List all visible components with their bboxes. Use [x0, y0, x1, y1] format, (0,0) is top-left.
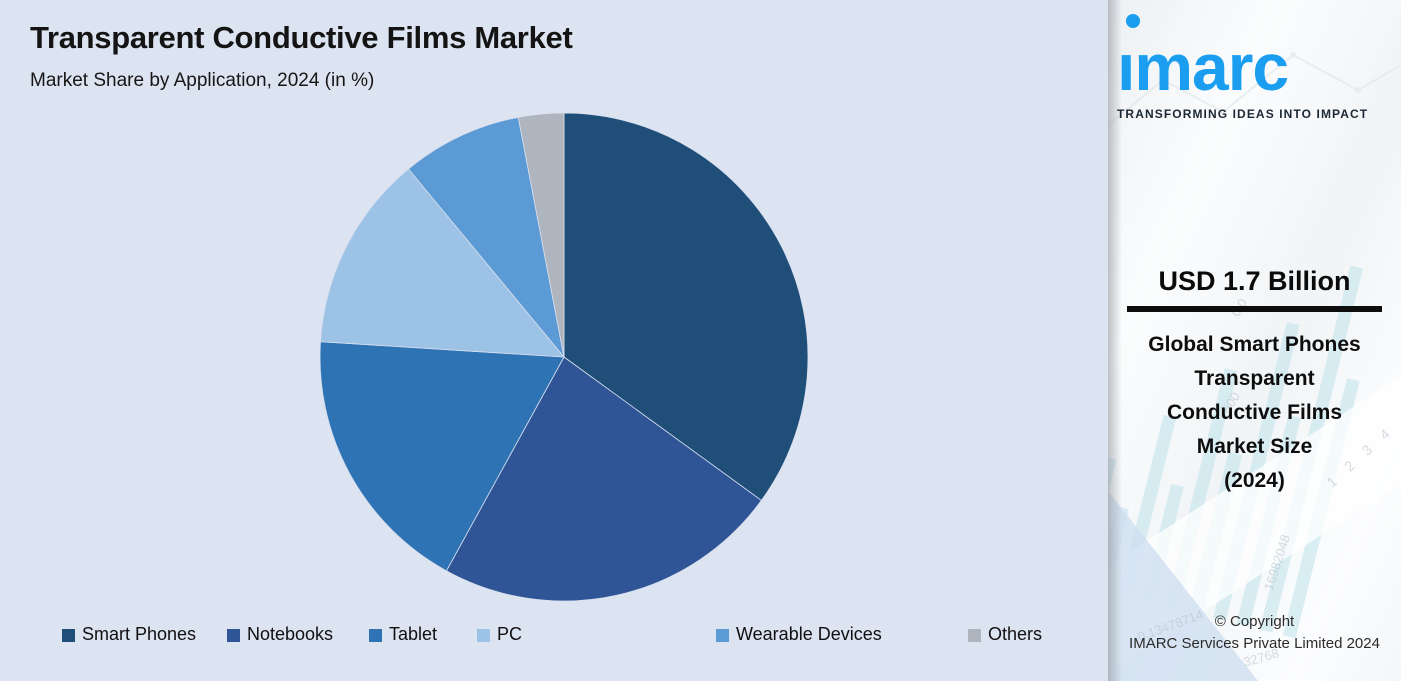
imarc-logo: ımarc TRANSFORMING IDEAS INTO IMPACT [1117, 12, 1392, 121]
legend-swatch-pc [477, 629, 490, 642]
market-size-value: USD 1.7 Billion [1158, 266, 1351, 296]
legend-label: PC [497, 624, 523, 644]
logo-dot-icon [1126, 14, 1140, 28]
legend-item-smart-phones: Smart Phones [62, 624, 196, 645]
legend-swatch-notebooks [227, 629, 240, 642]
pie-slice-smart-phones [563, 112, 809, 501]
copyright-line2: IMARC Services Private Limited 2024 [1129, 635, 1380, 652]
legend-item-pc: PC [477, 624, 522, 645]
legend-label: Notebooks [247, 624, 334, 644]
legend-item-wearable-devices: Wearable Devices [716, 624, 882, 645]
brand-sidebar: 0.0 500 1 2 3 4 16982048 0.13478714 3276… [1108, 0, 1401, 681]
decorative-line-chart [1108, 52, 1401, 126]
legend-swatch-tablet [369, 629, 382, 642]
market-size-label-line: Global Smart Phones [1148, 333, 1361, 356]
pie-slice-tablet [319, 341, 565, 572]
sidebar-edge-shadow [1108, 0, 1122, 681]
logo-tagline: TRANSFORMING IDEAS INTO IMPACT [1117, 107, 1369, 121]
legend-item-notebooks: Notebooks [227, 624, 333, 645]
pie-slice-others [517, 112, 565, 358]
market-size-label-line: Market Size [1196, 435, 1313, 458]
market-size-label-line: Transparent [1194, 367, 1315, 390]
pie-slice-wearable-devices [407, 116, 565, 358]
legend-label: Others [988, 624, 1043, 644]
legend-item-tablet: Tablet [369, 624, 437, 645]
legend-label: Wearable Devices [736, 624, 882, 644]
legend-swatch-others [968, 629, 981, 642]
stat-divider [1127, 306, 1382, 312]
decorative-triangle [1108, 491, 1258, 681]
copyright-notice: © Copyright IMARC Services Private Limit… [1108, 611, 1401, 655]
logo-wordmark: ımarc [1117, 30, 1289, 104]
market-size-label-line: Conductive Films [1166, 401, 1343, 424]
copyright-line1: © Copyright [1214, 613, 1295, 630]
pie-slice-pc [320, 168, 565, 358]
chart-area: Transparent Conductive Films Market Mark… [30, 20, 1042, 645]
page-title: Transparent Conductive Films Market [30, 20, 573, 55]
market-size-label: Global Smart Phones Transparent Conducti… [1108, 328, 1401, 498]
legend-label: Smart Phones [82, 624, 197, 644]
pie-chart [319, 112, 809, 602]
market-size-label-line: (2024) [1224, 469, 1285, 492]
chart-subtitle: Market Share by Application, 2024 (in %) [30, 70, 375, 91]
legend-label: Tablet [389, 624, 438, 644]
legend-swatch-wearable-devices [716, 629, 729, 642]
legend-swatch-smart-phones [62, 629, 75, 642]
pie-slice-notebooks [445, 356, 762, 602]
legend-item-others: Others [968, 624, 1042, 645]
